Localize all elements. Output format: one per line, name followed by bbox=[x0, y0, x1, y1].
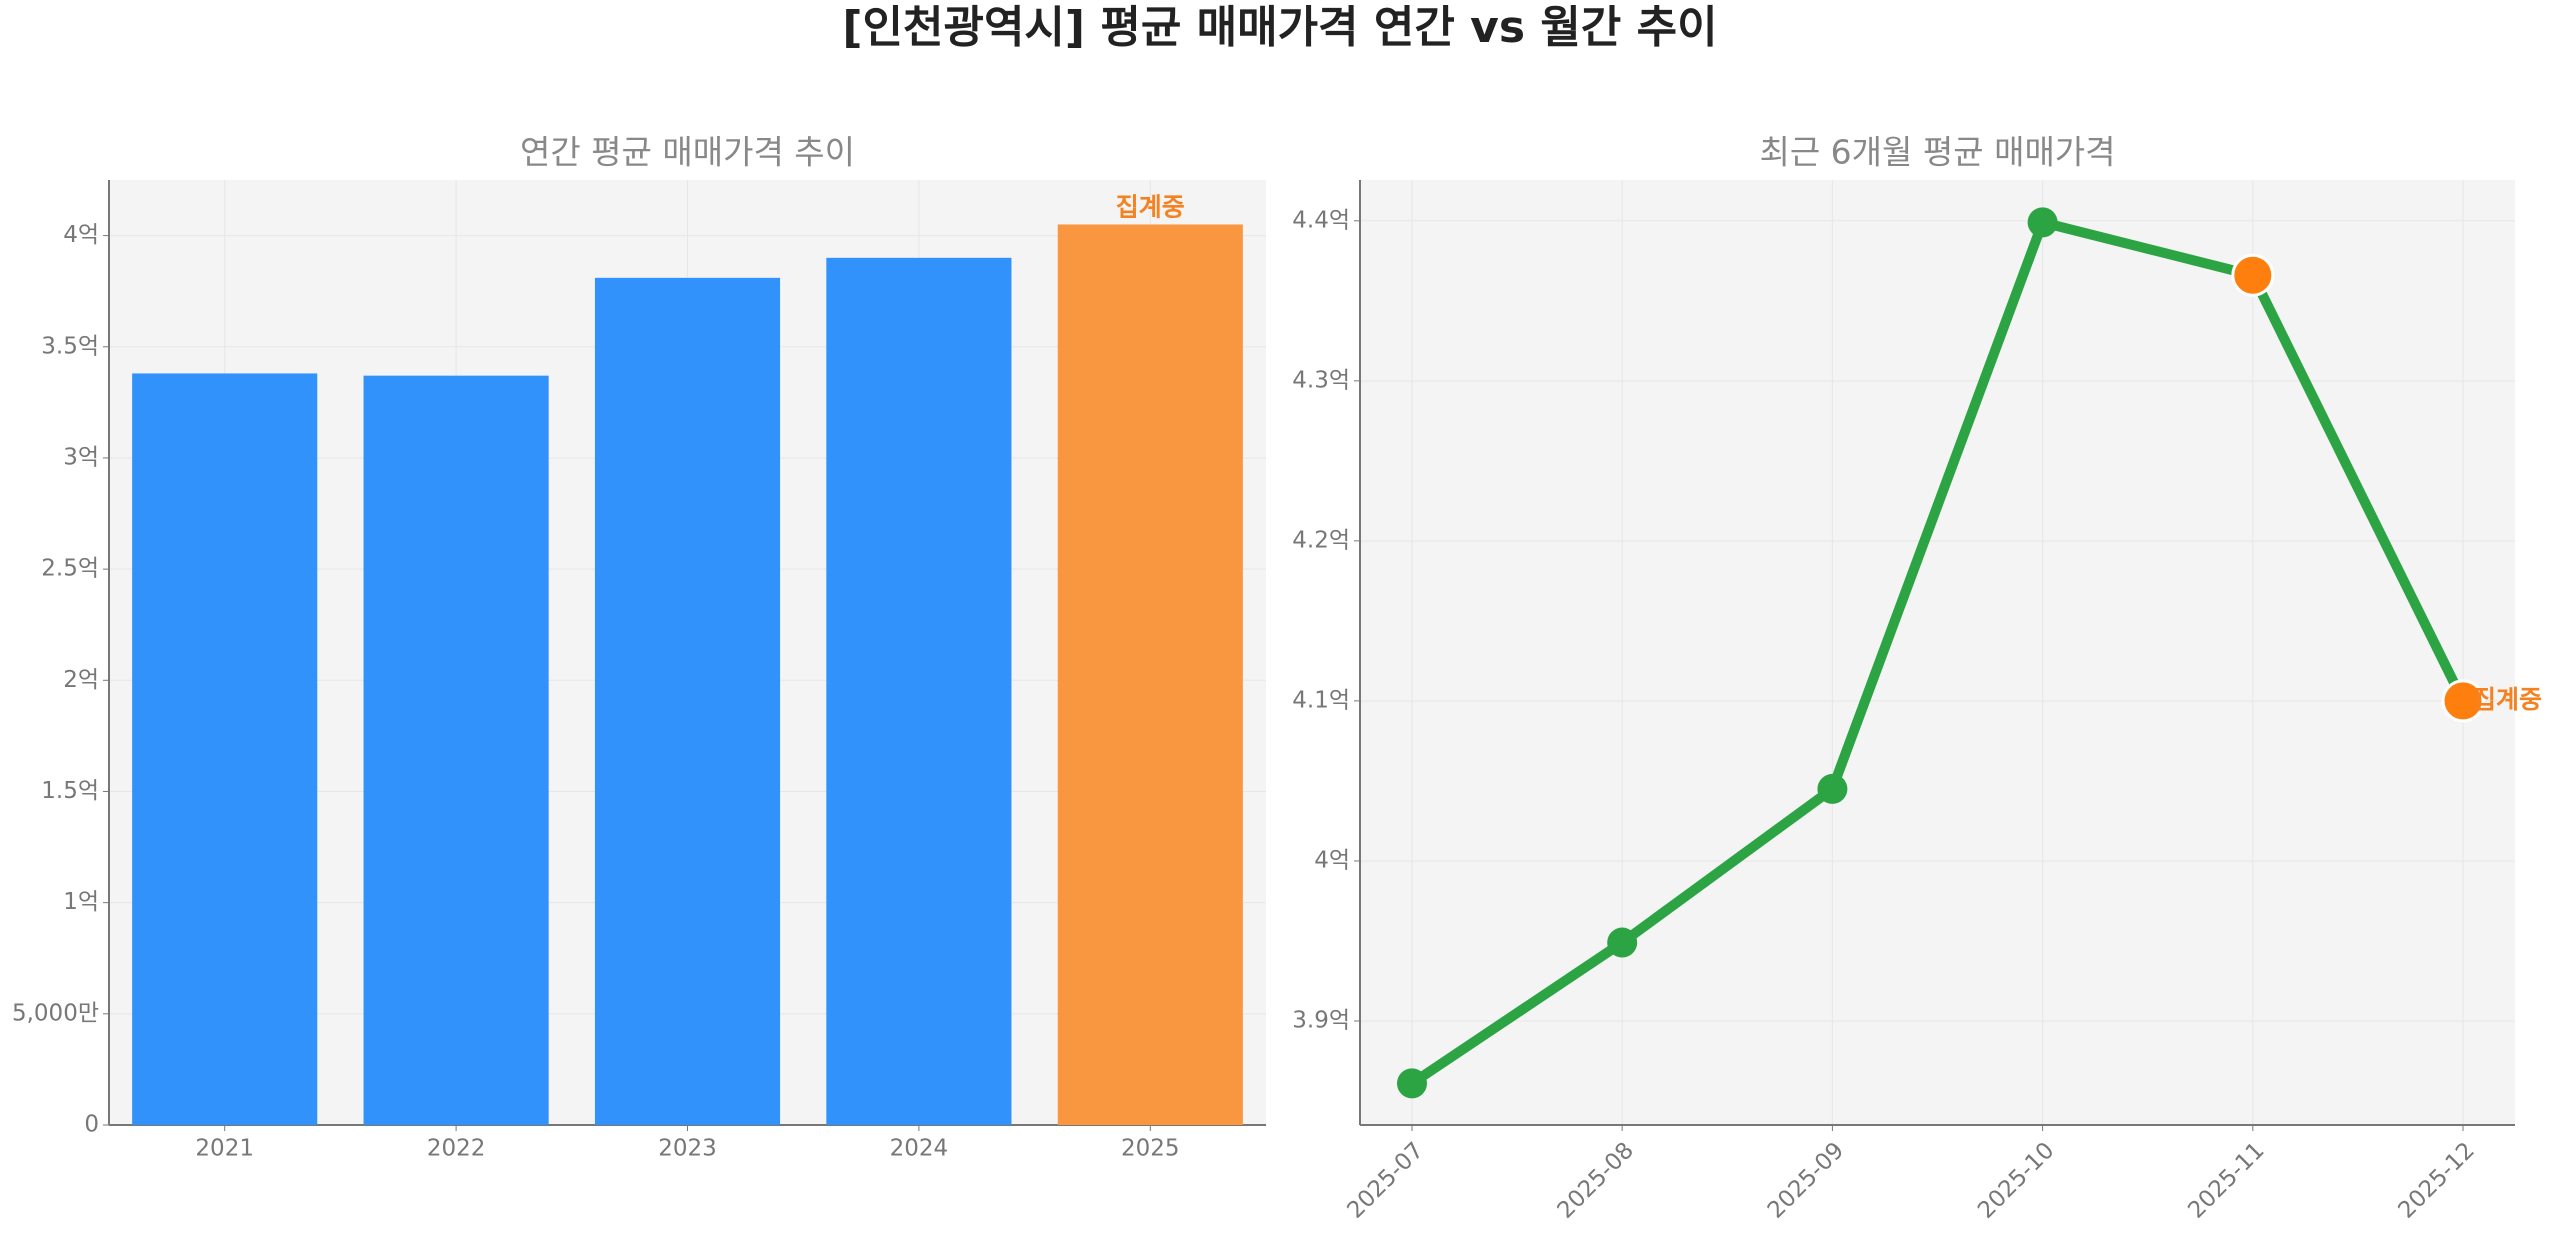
bar bbox=[594, 277, 781, 1125]
y-tick-label: 3.9억 bbox=[1292, 1007, 1350, 1033]
plot-area bbox=[1360, 180, 2515, 1125]
bar bbox=[363, 375, 549, 1125]
y-tick-label: 1억 bbox=[63, 889, 99, 915]
x-tick-label: 2023 bbox=[658, 1136, 717, 1162]
point bbox=[2027, 207, 2058, 238]
y-tick-label: 4.2억 bbox=[1292, 527, 1350, 553]
y-tick-label: 3.5억 bbox=[41, 333, 99, 359]
point bbox=[2231, 253, 2275, 297]
y-tick-label: 4.4억 bbox=[1292, 207, 1350, 233]
y-tick-label: 4.3억 bbox=[1292, 367, 1350, 393]
y-tick-label: 0 bbox=[84, 1112, 99, 1138]
x-tick-label: 2022 bbox=[427, 1136, 486, 1162]
annotation: 집계중 bbox=[1116, 192, 1185, 221]
x-tick-label: 2025-08 bbox=[1553, 1137, 1639, 1223]
bar bbox=[826, 257, 1012, 1126]
y-tick-label: 4억 bbox=[63, 222, 99, 248]
x-tick-label: 2025 bbox=[1121, 1136, 1180, 1162]
bar bbox=[1057, 224, 1243, 1125]
x-tick-label: 2025-09 bbox=[1763, 1137, 1849, 1223]
point bbox=[1396, 1068, 1427, 1099]
x-tick-label: 2025-10 bbox=[1973, 1137, 2059, 1223]
x-tick-label: 2025-12 bbox=[2394, 1137, 2480, 1223]
subplot-title: 연간 평균 매매가격 추이 bbox=[520, 133, 855, 172]
y-tick-label: 2.5억 bbox=[41, 556, 99, 582]
y-tick-label: 5,000만 bbox=[12, 1000, 99, 1026]
y-tick-label: 4억 bbox=[1314, 847, 1350, 873]
y-tick-label: 1.5억 bbox=[41, 778, 99, 804]
y-tick-label: 4.1억 bbox=[1292, 687, 1350, 713]
point bbox=[1607, 927, 1638, 958]
x-tick-label: 2024 bbox=[890, 1136, 949, 1162]
x-tick-label: 2021 bbox=[195, 1136, 254, 1162]
x-tick-label: 2025-11 bbox=[2183, 1137, 2269, 1223]
figure-title: [인천광역시] 평균 매매가격 연간 vs 월간 추이 bbox=[842, 2, 1717, 53]
subplot-title: 최근 6개월 평균 매매가격 bbox=[1759, 133, 2115, 172]
point bbox=[2441, 679, 2485, 723]
y-tick-label: 3억 bbox=[63, 444, 99, 470]
point bbox=[1817, 773, 1848, 804]
bar bbox=[132, 373, 318, 1126]
y-tick-label: 2억 bbox=[63, 667, 99, 693]
line bbox=[1409, 217, 2468, 1088]
annotation: 집계중 bbox=[2473, 685, 2542, 714]
x-tick-label: 2025-07 bbox=[1342, 1137, 1428, 1223]
